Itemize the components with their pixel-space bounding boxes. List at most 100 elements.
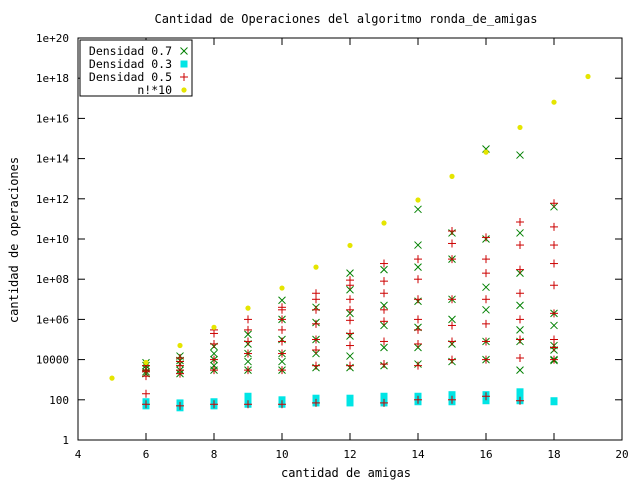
data-point [550, 281, 558, 290]
marker-stroke [482, 305, 490, 314]
data-point [278, 337, 286, 346]
x-tick-label: 8 [211, 448, 218, 461]
data-point [516, 218, 524, 227]
data-point [380, 259, 388, 268]
data-point [346, 285, 354, 294]
data-point [278, 349, 286, 358]
marker-stroke [180, 47, 188, 55]
legend-label: Densidad 0.5 [89, 70, 172, 84]
y-tick-label: 10000 [36, 354, 69, 367]
data-point [516, 315, 524, 324]
data-point [516, 301, 524, 310]
marker-stroke [482, 283, 490, 292]
data-point [516, 151, 524, 159]
data-point [516, 366, 524, 374]
data-point [415, 197, 421, 203]
data-point [312, 346, 320, 355]
data-point [414, 275, 422, 284]
data-point [448, 391, 456, 399]
data-point [516, 229, 524, 237]
data-point [448, 255, 456, 264]
legend-marker [180, 60, 188, 68]
marker-stroke [516, 229, 524, 237]
y-axis-label: cantidad de operaciones [7, 157, 21, 323]
y-tick-label: 1e+08 [36, 273, 69, 286]
data-point [516, 326, 524, 334]
legend-label: Densidad 0.3 [89, 57, 172, 71]
data-point [551, 99, 557, 105]
data-point [278, 296, 286, 305]
data-point [414, 315, 422, 324]
data-point [550, 259, 558, 268]
chart-title: Cantidad de Operaciones del algoritmo ro… [155, 12, 538, 26]
data-point [278, 396, 286, 404]
data-point [380, 265, 388, 274]
marker-stroke [414, 263, 422, 271]
data-point [516, 396, 524, 405]
data-point [517, 124, 523, 131]
data-point [585, 73, 591, 80]
x-tick-label: 12 [343, 448, 356, 461]
data-point [449, 173, 455, 179]
data-point [380, 317, 388, 326]
data-point [312, 319, 320, 328]
data-point [346, 361, 354, 370]
data-point [244, 400, 252, 409]
data-point [346, 295, 354, 304]
data-point [176, 401, 184, 410]
data-point [550, 335, 558, 344]
data-point [312, 305, 320, 314]
data-point [380, 301, 388, 310]
data-point [414, 361, 422, 370]
marker-stroke [448, 315, 456, 324]
data-point [380, 277, 388, 286]
data-point [312, 335, 320, 344]
data-point [381, 220, 387, 226]
data-point [279, 285, 285, 291]
marker-stroke [346, 352, 354, 360]
data-point [210, 366, 218, 375]
marker-stroke [516, 151, 524, 159]
x-tick-label: 20 [615, 448, 628, 461]
x-tick-label: 4 [75, 448, 82, 461]
data-point [516, 241, 524, 250]
data-point [278, 357, 286, 366]
data-point [482, 255, 490, 264]
data-point [516, 265, 524, 274]
data-point [312, 289, 320, 298]
data-point [278, 325, 286, 334]
data-point [210, 339, 218, 348]
marker-stroke [278, 296, 286, 305]
data-point [482, 283, 490, 292]
data-point [312, 361, 320, 370]
x-tick-label: 16 [479, 448, 492, 461]
marker-stroke [516, 301, 524, 310]
series-3 [109, 73, 591, 381]
marker-stroke [210, 349, 218, 358]
data-point [142, 400, 150, 409]
data-point [483, 149, 489, 155]
data-point [448, 395, 456, 404]
data-point [346, 276, 354, 285]
data-point [550, 241, 558, 250]
data-point [244, 366, 252, 375]
legend-box [79, 39, 193, 97]
data-point [414, 255, 422, 264]
data-point [346, 316, 354, 325]
data-point [346, 352, 354, 360]
data-point [380, 392, 388, 400]
data-point [448, 227, 456, 236]
legend-marker [181, 87, 187, 93]
data-point [211, 324, 217, 330]
x-tick-label: 14 [411, 448, 425, 461]
data-point [516, 388, 524, 396]
data-point [482, 392, 490, 401]
data-point [448, 295, 456, 304]
data-point [550, 355, 558, 364]
series-2 [142, 199, 558, 410]
data-point [143, 359, 149, 366]
data-point [380, 343, 388, 352]
legend-marker [180, 73, 188, 81]
